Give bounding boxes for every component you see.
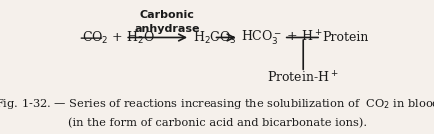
Text: Fig. 1-32. — Series of reactions increasing the solubilization of  CO$_2$ in blo: Fig. 1-32. — Series of reactions increas… (0, 97, 434, 111)
Text: (in the form of carbonic acid and bicarbonate ions).: (in the form of carbonic acid and bicarb… (68, 118, 366, 129)
Text: H$_2$CO$_3$: H$_2$CO$_3$ (193, 29, 237, 46)
Text: CO$_2$ + H$_2$O: CO$_2$ + H$_2$O (82, 29, 154, 46)
Text: HCO$_3^-$ + H$^+$: HCO$_3^-$ + H$^+$ (241, 28, 322, 47)
Text: Carbonic: Carbonic (140, 10, 194, 20)
Text: anhydrase: anhydrase (134, 24, 200, 34)
Text: Protein: Protein (322, 31, 368, 44)
Text: Protein-H$^+$: Protein-H$^+$ (267, 70, 338, 85)
